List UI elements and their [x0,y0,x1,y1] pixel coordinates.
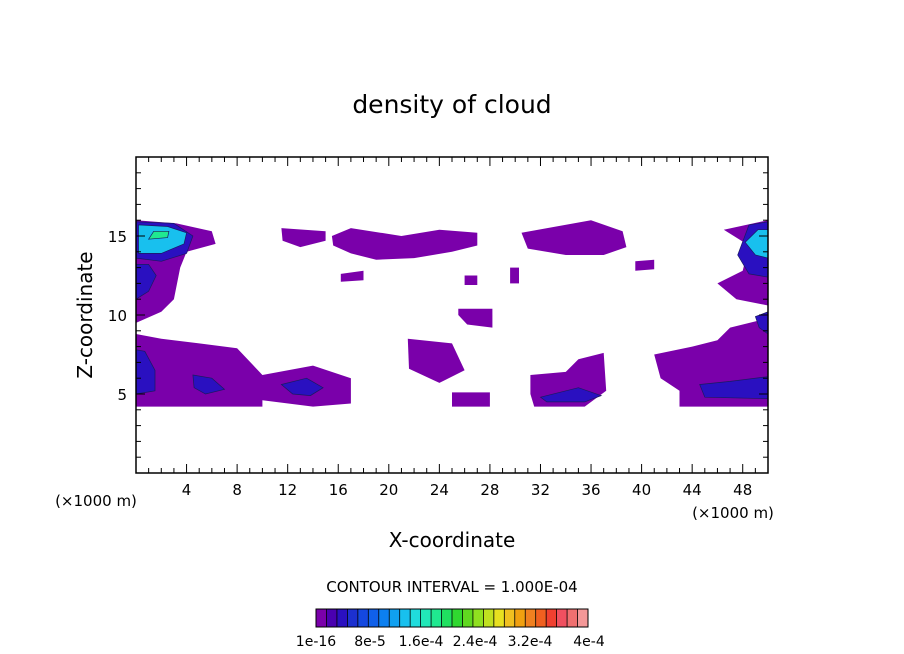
x-tick-label: 28 [480,481,499,499]
x-axis-label: X-coordinate [389,528,516,552]
contour-interval: CONTOUR INTERVAL = 1.000E-04 [326,578,577,596]
colorbar-swatch [336,609,348,627]
x-tick-label: 48 [733,481,752,499]
contour-region [521,220,627,255]
contour-region [407,338,465,383]
x-tick-label: 24 [430,481,449,499]
colorbar-swatch [567,609,578,627]
chart-title: density of cloud [352,90,551,119]
contour-region [136,334,351,407]
colorbar-label: 2.4e-4 [453,634,498,650]
colorbar-swatch [504,609,516,627]
plot-frame [135,156,769,474]
colorbar-swatch [535,609,547,627]
colorbar-swatch [357,609,369,627]
colorbar-label: 4e-4 [573,634,605,650]
colorbar-swatch [410,609,421,627]
colorbar-label: 1e-16 [296,634,336,650]
colorbar-swatch [556,609,568,627]
colorbar-swatch [577,609,589,627]
colorbar-swatch [316,609,327,627]
colorbar-swatch [483,609,495,627]
colorbar-swatch [514,609,526,627]
x-tick-label: 4 [182,481,192,499]
colorbar-swatch [431,609,442,627]
x-tick-label: 8 [232,481,242,499]
contour-region [281,228,326,248]
colorbar-label: 3.2e-4 [508,634,553,650]
contour-region [340,270,364,282]
x-tick-label: 36 [581,481,600,499]
y-tick-label: 5 [117,386,127,404]
x-tick-label: 20 [379,481,398,499]
contour-region [635,259,655,271]
contour-region [147,230,170,240]
colorbar-swatch [546,609,557,627]
colorbar-swatch [347,609,359,627]
colorbar-swatch [452,609,463,627]
y-axis-label: Z-coordinate [73,251,97,378]
x-tick-label: 32 [531,481,550,499]
contour-region [458,308,493,328]
colorbar-swatch [472,609,484,627]
x-tick-label: 40 [632,481,651,499]
colorbar-swatch [368,609,380,627]
contour-region [464,275,478,285]
y-tick-label: 15 [108,228,127,246]
contour-region [331,228,478,260]
colorbar [315,608,589,628]
contour-region [138,224,188,254]
contour-region [510,267,519,284]
x-ticks: 4 8 12 16 20 24 28 32 36 40 44 48 [148,157,756,499]
colorbar-labels: 1e-16 8e-5 1.6e-4 2.4e-4 3.2e-4 4e-4 [296,634,605,650]
colorbar-swatch [420,609,432,627]
y-ticks: 5 10 15 [108,172,768,458]
colorbar-label: 8e-5 [354,634,385,650]
colorbar-swatch [493,609,505,627]
colorbar-swatch [462,609,474,627]
colorbar-swatch [326,609,338,627]
contour-regions [135,220,769,407]
y-tick-label: 10 [108,307,127,325]
colorbar-swatch [378,609,390,627]
contour-region [192,374,226,395]
x-tick-label: 44 [683,481,702,499]
x-unit-right: (×1000 m) [692,504,774,522]
contour-region [452,392,490,407]
x-unit-left: (×1000 m) [55,492,137,510]
x-tick-label: 16 [329,481,348,499]
colorbar-swatch [389,609,400,627]
colorbar-label: 1.6e-4 [399,634,444,650]
contour-region [539,387,603,403]
colorbar-frame [315,608,589,628]
x-tick-label: 12 [278,481,297,499]
colorbar-swatch [441,609,453,627]
contour-region [280,377,324,396]
colorbar-swatch [399,609,411,627]
colorbar-swatch [525,609,536,627]
